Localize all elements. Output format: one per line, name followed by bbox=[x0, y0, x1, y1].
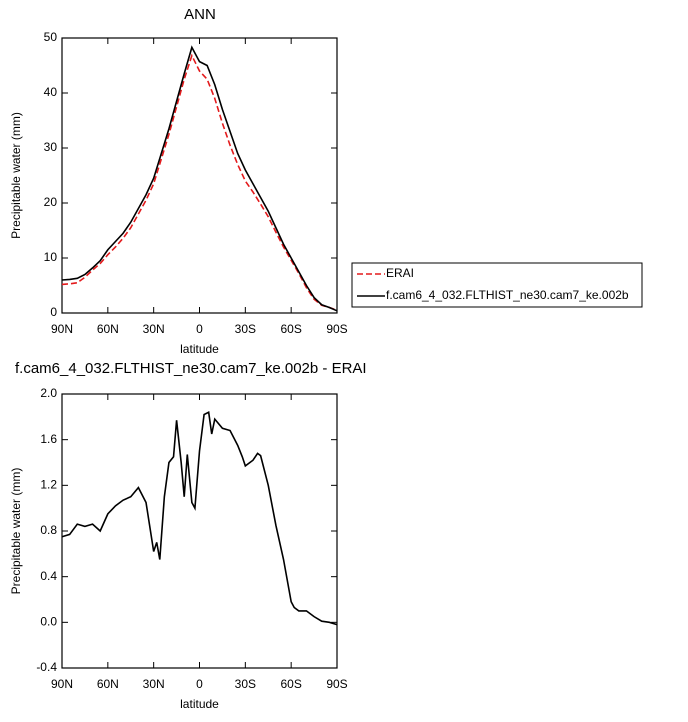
x-tick-label: 60N bbox=[97, 322, 119, 336]
x-tick-label: 90N bbox=[51, 677, 73, 691]
y-axis-label: Precipitable water (mm) bbox=[9, 468, 23, 595]
legend-label: ERAI bbox=[386, 266, 414, 280]
legend-label: f.cam6_4_032.FLTHIST_ne30.cam7_ke.002b bbox=[386, 288, 629, 302]
x-tick-label: 90S bbox=[326, 322, 347, 336]
x-tick-label: 30S bbox=[235, 677, 256, 691]
y-axis-label: Precipitable water (mm) bbox=[9, 112, 23, 239]
y-tick-label: 2.0 bbox=[40, 386, 57, 400]
y-tick-label: 0.4 bbox=[40, 569, 57, 583]
plot-frame bbox=[61, 37, 338, 314]
data-line bbox=[61, 45, 338, 312]
legend-box bbox=[351, 262, 643, 308]
chart-title: ANN bbox=[184, 6, 216, 23]
x-tick-label: 0 bbox=[196, 677, 203, 691]
plot-frame bbox=[61, 393, 338, 669]
y-tick-label: 1.6 bbox=[40, 432, 57, 446]
y-tick-label: 0.0 bbox=[40, 615, 57, 629]
x-tick-label: 90S bbox=[326, 677, 347, 691]
x-axis-label: latitude bbox=[180, 342, 219, 356]
x-tick-label: 30N bbox=[143, 322, 165, 336]
x-tick-label: 60N bbox=[97, 677, 119, 691]
y-tick-label: 1.2 bbox=[40, 478, 57, 492]
data-line bbox=[61, 53, 338, 312]
x-tick-label: 30N bbox=[143, 677, 165, 691]
x-axis-label: latitude bbox=[180, 697, 219, 711]
x-tick-label: 30S bbox=[235, 322, 256, 336]
x-tick-label: 0 bbox=[196, 322, 203, 336]
x-tick-label: 60S bbox=[280, 677, 301, 691]
y-tick-label: 10 bbox=[44, 250, 58, 264]
x-tick-label: 60S bbox=[280, 322, 301, 336]
y-tick-label: 0 bbox=[50, 305, 57, 319]
y-tick-label: 20 bbox=[44, 195, 58, 209]
y-tick-label: -0.4 bbox=[36, 660, 57, 674]
x-tick-label: 90N bbox=[51, 322, 73, 336]
data-line bbox=[61, 411, 338, 626]
y-tick-label: 40 bbox=[44, 85, 58, 99]
y-tick-label: 30 bbox=[44, 140, 58, 154]
chart-title: f.cam6_4_032.FLTHIST_ne30.cam7_ke.002b -… bbox=[15, 360, 367, 377]
y-tick-label: 50 bbox=[44, 30, 58, 44]
y-tick-label: 0.8 bbox=[40, 523, 57, 537]
